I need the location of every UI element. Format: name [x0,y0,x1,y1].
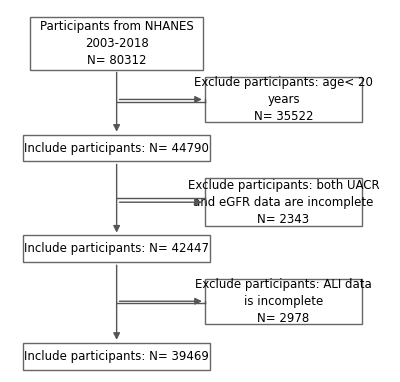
FancyBboxPatch shape [23,235,210,262]
FancyBboxPatch shape [23,134,210,162]
FancyBboxPatch shape [205,178,362,227]
Text: Include participants: N= 44790: Include participants: N= 44790 [24,141,209,155]
Text: Exclude participants: age< 20
years
N= 35522: Exclude participants: age< 20 years N= 3… [194,76,373,123]
FancyBboxPatch shape [30,17,203,70]
FancyBboxPatch shape [205,77,362,122]
Text: Include participants: N= 39469: Include participants: N= 39469 [24,350,209,363]
FancyBboxPatch shape [205,279,362,324]
Text: Participants from NHANES
2003-2018
N= 80312: Participants from NHANES 2003-2018 N= 80… [40,20,194,67]
FancyBboxPatch shape [23,343,210,370]
Text: Exclude participants: ALI data
is incomplete
N= 2978: Exclude participants: ALI data is incomp… [195,278,372,325]
Text: Exclude participants: both UACR
and eGFR data are incomplete
N= 2343: Exclude participants: both UACR and eGFR… [188,179,379,226]
Text: Include participants: N= 42447: Include participants: N= 42447 [24,243,209,256]
